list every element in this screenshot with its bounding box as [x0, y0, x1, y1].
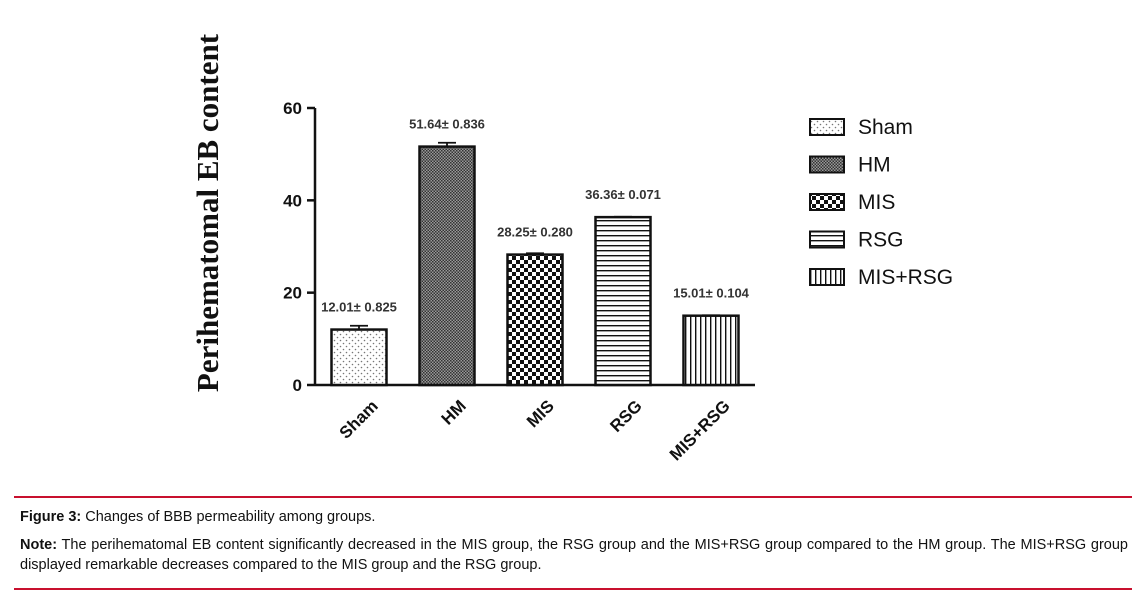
data-label: 28.25± 0.280	[497, 225, 573, 240]
legend-swatch	[809, 230, 845, 249]
legend-item-sham: Sham	[809, 116, 913, 139]
bar	[594, 215, 652, 387]
x-tick-label: HM	[438, 396, 470, 428]
bar	[506, 253, 564, 387]
y-tick-label: 60	[283, 99, 302, 118]
legend-label: MIS+RSG	[858, 266, 953, 289]
x-tick-label: Sham	[336, 396, 382, 442]
figure-text: Changes of BBB permeability among groups…	[81, 509, 376, 525]
x-tick-label: MIS+RSG	[666, 396, 734, 464]
legend-label: HM	[858, 154, 891, 177]
legend-item-mis-rsg: MIS+RSG	[809, 266, 953, 289]
legend-label: MIS	[858, 191, 895, 214]
y-tick-label: 40	[283, 191, 302, 210]
data-label: 51.64± 0.836	[409, 117, 485, 132]
legend-swatch	[809, 268, 845, 286]
note-text: The perihematomal EB content significant…	[20, 537, 1128, 573]
bar-group-hm: 51.64± 0.836 HM	[409, 117, 485, 429]
data-label: 36.36± 0.071	[585, 187, 661, 202]
figure-note: Note: The perihematomal EB content signi…	[20, 535, 1128, 575]
bar-group-rsg: 36.36± 0.071 RSG	[585, 187, 661, 436]
x-tick-label: MIS	[523, 396, 558, 431]
legend-label: Sham	[858, 116, 913, 139]
legend-label: RSG	[858, 229, 904, 252]
y-tick-label: 0	[293, 376, 302, 395]
y-tick-label: 20	[283, 284, 302, 303]
legend-item-rsg: RSG	[809, 229, 904, 252]
bar-group-mis-rsg: 15.01± 0.104 MIS+RSG	[666, 286, 750, 465]
bottom-rule	[14, 588, 1132, 590]
figure-caption: Figure 3: Changes of BBB permeability am…	[20, 507, 1128, 527]
legend-item-hm: HM	[809, 154, 891, 177]
bar-chart: Perihematomal EB content 0 20 40 60 12.01± …	[190, 33, 953, 465]
data-label: 12.01± 0.825	[321, 300, 397, 315]
legend-swatch	[809, 193, 845, 211]
bar-group-mis: 28.25± 0.280 MIS	[497, 225, 573, 432]
data-label: 15.01± 0.104	[673, 286, 750, 301]
note-label: Note:	[20, 537, 58, 553]
y-axis-title: Perihematomal EB content	[190, 33, 225, 392]
bar	[682, 314, 740, 387]
legend-swatch	[809, 118, 845, 136]
top-rule	[14, 496, 1132, 498]
legend-swatch	[809, 155, 845, 174]
figure-label: Figure 3:	[20, 509, 82, 525]
x-tick-label: RSG	[606, 396, 645, 435]
bar	[418, 145, 476, 387]
bar-group-sham: 12.01± 0.825 Sham	[321, 300, 397, 443]
bar	[330, 328, 388, 387]
legend-item-mis: MIS	[809, 191, 895, 214]
